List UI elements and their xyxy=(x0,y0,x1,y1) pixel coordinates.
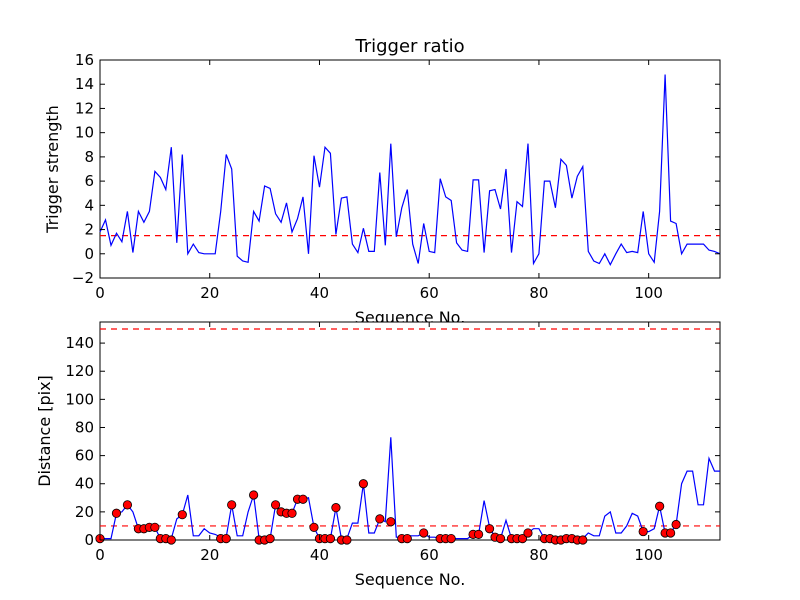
distance-data-point xyxy=(111,508,122,518)
distance-data-point xyxy=(227,500,237,510)
distance-data-point xyxy=(122,500,133,510)
distance-data-point xyxy=(671,519,681,530)
distance-data-point xyxy=(484,524,495,534)
trigger-y-tick-label: 16 xyxy=(75,51,94,69)
distance-data-point xyxy=(331,503,341,513)
trigger-x-tick-label: 0 xyxy=(95,284,105,302)
chart-title: Trigger ratio xyxy=(354,36,464,57)
distance-data-point xyxy=(265,533,275,544)
distance-data-point xyxy=(638,526,648,537)
distance-data-point xyxy=(298,494,308,504)
distance-y-tick-label: 80 xyxy=(75,418,94,436)
distance-x-axis-label: Sequence No. xyxy=(355,570,466,589)
distance-y-tick-label: 100 xyxy=(65,390,94,408)
distance-data-point xyxy=(402,533,412,544)
distance-data-point xyxy=(517,533,528,544)
distance-data-point xyxy=(287,508,297,518)
distance-y-tick-label: 40 xyxy=(75,475,94,493)
trigger-x-tick-label: 80 xyxy=(529,284,548,302)
distance-y-tick-label: 120 xyxy=(65,362,94,380)
trigger-x-tick-label: 20 xyxy=(200,284,219,302)
distance-data-point xyxy=(309,522,319,532)
distance-data-point xyxy=(666,528,676,538)
distance-plot-area xyxy=(99,321,721,541)
distance-data-point xyxy=(342,535,352,545)
distance-x-tick-label: 0 xyxy=(95,546,105,564)
distance-data-point xyxy=(578,535,588,545)
trigger-y-axis-label: Trigger strength xyxy=(43,105,62,234)
trigger-y-tick-label: 12 xyxy=(75,99,94,117)
trigger-y-tick-label: −2 xyxy=(72,269,94,287)
trigger-x-tick-label: 60 xyxy=(420,284,439,302)
distance-data-point xyxy=(221,533,231,544)
distance-reference-lines xyxy=(100,328,720,527)
distance-y-tick-label: 60 xyxy=(75,447,94,465)
trigger-plot-area xyxy=(99,59,721,279)
distance-data-point xyxy=(419,528,429,538)
trigger-y-tick-label: 2 xyxy=(84,221,94,239)
distance-y-tick-label: 0 xyxy=(84,531,94,549)
distance-data-point xyxy=(270,500,281,510)
distance-x-tick-label: 80 xyxy=(529,546,548,564)
trigger-y-tick-label: 14 xyxy=(75,75,94,93)
distance-data-point xyxy=(325,533,336,544)
distance-x-tick-label: 20 xyxy=(200,546,219,564)
distance-data-point xyxy=(523,528,533,538)
distance-data-point xyxy=(375,514,385,524)
distance-y-tick-label: 140 xyxy=(65,334,94,352)
trigger-series-line xyxy=(99,74,721,267)
distance-x-tick-label: 60 xyxy=(420,546,439,564)
distance-axis-ticks: 0 20 40 60 80 100 0 20 40 60 80 100 120 140 xyxy=(65,322,720,564)
distance-data-point xyxy=(166,535,176,545)
distance-y-tick-label: 20 xyxy=(75,503,94,521)
distance-data-point xyxy=(473,529,484,539)
distance-data-point xyxy=(249,490,259,500)
trigger-y-tick-label: 10 xyxy=(75,124,94,142)
trigger-y-tick-label: 6 xyxy=(84,172,94,190)
distance-data-point xyxy=(150,522,160,532)
trigger-y-tick-label: 4 xyxy=(84,196,94,214)
distance-x-tick-label: 40 xyxy=(310,546,329,564)
trigger-y-tick-label: 0 xyxy=(84,245,94,263)
distance-data-point xyxy=(177,510,187,520)
distance-data-point xyxy=(386,517,396,527)
distance-markers xyxy=(95,479,681,545)
distance-data-point xyxy=(446,533,456,544)
trigger-ratio-panel: Trigger ratio 0 20 40 60 80 100−2024681012141… xyxy=(43,36,721,327)
trigger-x-tick-label: 40 xyxy=(310,284,329,302)
trigger-x-tick-label: 100 xyxy=(634,284,663,302)
distance-x-tick-label: 100 xyxy=(634,546,663,564)
trigger-series xyxy=(99,74,721,267)
distance-data-point xyxy=(655,501,665,511)
trigger-y-tick-label: 8 xyxy=(84,148,94,166)
distance-data-point xyxy=(495,533,506,544)
distance-y-axis-label: Distance [pix] xyxy=(35,375,54,487)
distance-data-point xyxy=(358,479,368,489)
distance-panel: 0 20 40 60 80 100 0 20 40 60 80 100 120 140 Sequence … xyxy=(35,321,721,589)
